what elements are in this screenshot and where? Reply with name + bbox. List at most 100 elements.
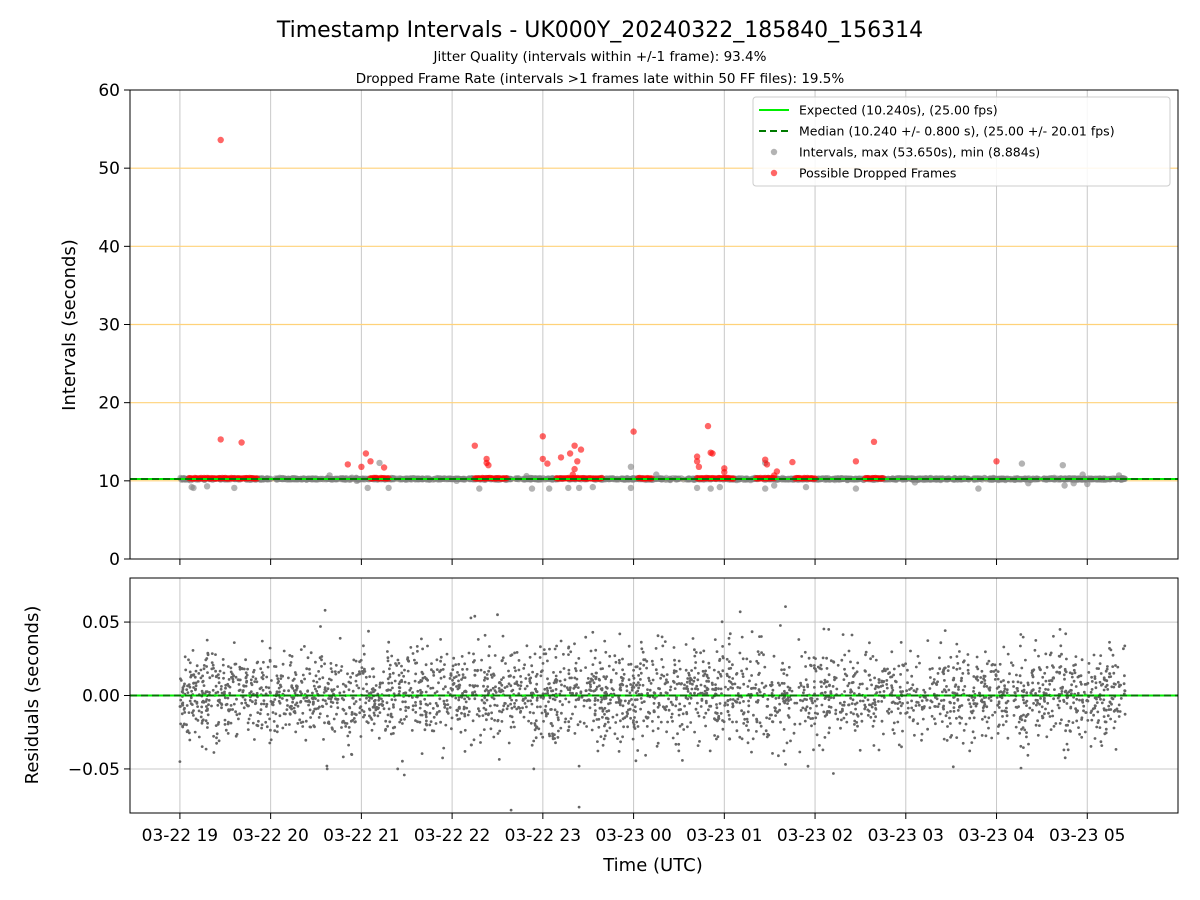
residual-point <box>272 720 276 723</box>
residual-point <box>1051 714 1055 718</box>
residual-point <box>1058 671 1061 675</box>
residual-point <box>425 723 429 727</box>
residual-point <box>497 687 501 690</box>
residual-point <box>1057 706 1061 710</box>
residual-point <box>210 652 214 655</box>
residual-point <box>438 697 442 701</box>
residual-point <box>430 729 434 733</box>
residual-point <box>463 712 466 716</box>
residual-point <box>840 658 844 662</box>
residual-point <box>672 671 676 675</box>
residual-point <box>1048 682 1052 686</box>
residual-point <box>409 686 413 690</box>
residual-point <box>842 716 846 720</box>
residual-point <box>746 685 750 688</box>
residual-point <box>200 711 204 714</box>
residual-point <box>544 704 548 708</box>
legend-entry-label: Expected (10.240s), (25.00 fps) <box>799 103 998 118</box>
residual-point <box>235 713 239 717</box>
residual-point <box>573 732 577 735</box>
residual-point <box>534 687 537 691</box>
residual-point <box>1000 709 1004 713</box>
residual-point <box>621 677 625 680</box>
residual-point <box>539 670 543 674</box>
residual-point <box>472 652 475 656</box>
residual-point <box>960 676 963 680</box>
residual-point <box>604 716 608 720</box>
residual-point <box>337 670 341 674</box>
residual-point <box>373 698 377 702</box>
residual-point <box>990 736 994 740</box>
residual-point <box>414 701 417 704</box>
residual-point <box>281 697 284 700</box>
residual-point <box>384 719 388 723</box>
residual-point <box>377 736 381 740</box>
residual-point <box>1063 756 1067 760</box>
residual-point <box>975 655 979 659</box>
legend-entry-label: Median (10.240 +/- 0.800 s), (25.00 +/- … <box>799 124 1115 139</box>
residual-point <box>304 719 308 723</box>
residual-point <box>567 725 571 729</box>
residual-point <box>1018 674 1022 678</box>
residual-point <box>839 726 842 730</box>
residual-point <box>777 696 781 700</box>
residual-point <box>1058 722 1062 725</box>
residual-point <box>896 702 899 705</box>
residual-point <box>402 692 406 695</box>
dropped-frame-point <box>471 442 478 449</box>
residual-point <box>751 737 755 741</box>
residual-point <box>1066 748 1070 752</box>
residual-point <box>779 624 782 627</box>
dropped-frame-point <box>344 461 351 468</box>
residual-point <box>526 699 530 703</box>
residual-point <box>260 671 264 674</box>
residual-point <box>358 660 361 664</box>
residual-point <box>874 658 878 662</box>
residual-point <box>204 719 208 723</box>
residual-point <box>435 668 439 671</box>
residual-point <box>1052 697 1055 701</box>
residual-point <box>269 700 273 703</box>
residual-point <box>268 658 272 662</box>
residual-point <box>1098 680 1102 684</box>
residual-point <box>795 701 799 705</box>
dropped-frame-point <box>771 472 778 479</box>
residual-point <box>365 720 369 723</box>
residual-point <box>1028 706 1032 710</box>
residual-point <box>477 707 480 711</box>
residual-point <box>706 687 710 691</box>
residual-point <box>978 692 982 695</box>
residual-point <box>603 712 606 716</box>
residual-point <box>979 676 983 679</box>
residual-point <box>346 672 349 676</box>
residual-point <box>1038 702 1041 706</box>
residual-point <box>647 710 650 714</box>
residual-point <box>629 716 632 720</box>
residual-point <box>745 717 749 721</box>
residual-point <box>188 738 192 742</box>
residual-point <box>741 657 745 661</box>
residual-point <box>755 659 759 663</box>
residual-point <box>344 712 348 716</box>
residual-point <box>749 660 752 663</box>
residual-point <box>618 632 622 636</box>
residual-point <box>264 685 268 689</box>
residual-point <box>217 681 221 685</box>
residual-point <box>494 685 497 689</box>
residual-point <box>774 697 778 700</box>
residual-point <box>1114 664 1117 667</box>
residual-point <box>1069 705 1073 709</box>
residual-point <box>589 685 592 689</box>
residual-point <box>584 666 587 669</box>
residual-point <box>264 720 268 724</box>
residual-point <box>282 689 286 693</box>
residual-point <box>195 664 199 668</box>
residual-point <box>738 735 742 739</box>
residual-point <box>1095 701 1099 704</box>
residual-point <box>943 679 946 682</box>
residual-point <box>377 703 381 706</box>
residual-point <box>1040 705 1044 709</box>
residual-point <box>509 674 512 677</box>
residual-point <box>358 670 361 674</box>
residual-point <box>392 703 395 707</box>
